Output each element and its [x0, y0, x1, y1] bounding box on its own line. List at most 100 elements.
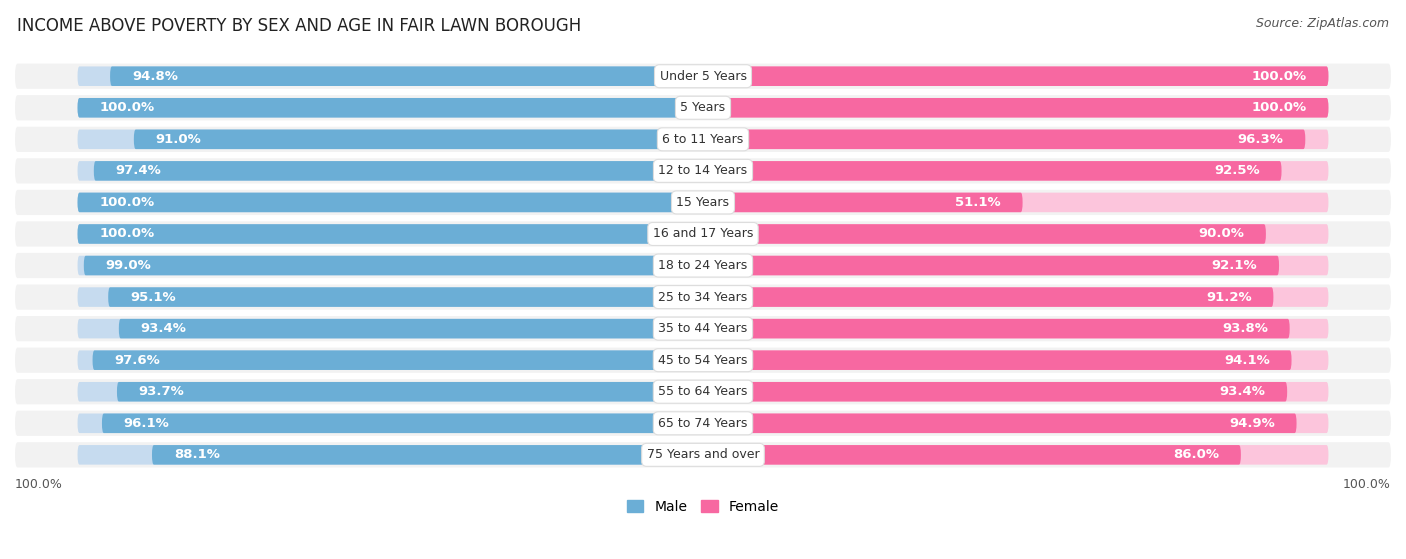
FancyBboxPatch shape — [77, 193, 703, 212]
Text: 100.0%: 100.0% — [15, 477, 63, 491]
Text: 100.0%: 100.0% — [1251, 70, 1306, 83]
FancyBboxPatch shape — [152, 445, 703, 465]
FancyBboxPatch shape — [15, 411, 1391, 436]
FancyBboxPatch shape — [15, 190, 1391, 215]
Text: 18 to 24 Years: 18 to 24 Years — [658, 259, 748, 272]
FancyBboxPatch shape — [703, 382, 1329, 401]
FancyBboxPatch shape — [15, 127, 1391, 152]
Legend: Male, Female: Male, Female — [620, 493, 786, 521]
Text: 100.0%: 100.0% — [1251, 101, 1306, 114]
Text: 96.3%: 96.3% — [1237, 133, 1284, 146]
FancyBboxPatch shape — [15, 221, 1391, 247]
FancyBboxPatch shape — [120, 319, 703, 338]
FancyBboxPatch shape — [77, 414, 703, 433]
FancyBboxPatch shape — [134, 130, 703, 149]
FancyBboxPatch shape — [703, 98, 1329, 117]
FancyBboxPatch shape — [15, 379, 1391, 404]
FancyBboxPatch shape — [15, 95, 1391, 120]
FancyBboxPatch shape — [15, 285, 1391, 310]
Text: 75 Years and over: 75 Years and over — [647, 448, 759, 461]
Text: 96.1%: 96.1% — [124, 417, 170, 430]
FancyBboxPatch shape — [703, 445, 1241, 465]
FancyBboxPatch shape — [703, 98, 1329, 117]
FancyBboxPatch shape — [703, 414, 1296, 433]
FancyBboxPatch shape — [77, 256, 703, 276]
FancyBboxPatch shape — [77, 98, 703, 117]
FancyBboxPatch shape — [77, 130, 703, 149]
Text: 16 and 17 Years: 16 and 17 Years — [652, 228, 754, 240]
Text: 100.0%: 100.0% — [100, 196, 155, 209]
Text: 92.5%: 92.5% — [1213, 164, 1260, 177]
FancyBboxPatch shape — [77, 224, 703, 244]
Text: 93.8%: 93.8% — [1222, 322, 1268, 335]
FancyBboxPatch shape — [703, 130, 1329, 149]
Text: 99.0%: 99.0% — [105, 259, 152, 272]
Text: 88.1%: 88.1% — [174, 448, 219, 461]
FancyBboxPatch shape — [703, 193, 1329, 212]
Text: 100.0%: 100.0% — [100, 228, 155, 240]
FancyBboxPatch shape — [84, 256, 703, 276]
Text: 45 to 54 Years: 45 to 54 Years — [658, 354, 748, 367]
Text: 35 to 44 Years: 35 to 44 Years — [658, 322, 748, 335]
FancyBboxPatch shape — [703, 287, 1274, 307]
FancyBboxPatch shape — [117, 382, 703, 401]
FancyBboxPatch shape — [703, 256, 1329, 276]
Text: 93.7%: 93.7% — [139, 385, 184, 398]
FancyBboxPatch shape — [77, 287, 703, 307]
Text: 5 Years: 5 Years — [681, 101, 725, 114]
FancyBboxPatch shape — [15, 64, 1391, 89]
FancyBboxPatch shape — [77, 224, 703, 244]
FancyBboxPatch shape — [77, 161, 703, 181]
Text: 90.0%: 90.0% — [1198, 228, 1244, 240]
FancyBboxPatch shape — [703, 350, 1329, 370]
FancyBboxPatch shape — [110, 67, 703, 86]
FancyBboxPatch shape — [703, 319, 1329, 338]
Text: 65 to 74 Years: 65 to 74 Years — [658, 417, 748, 430]
FancyBboxPatch shape — [93, 350, 703, 370]
FancyBboxPatch shape — [77, 382, 703, 401]
FancyBboxPatch shape — [77, 98, 703, 117]
FancyBboxPatch shape — [15, 348, 1391, 373]
Text: 94.8%: 94.8% — [132, 70, 177, 83]
FancyBboxPatch shape — [77, 67, 703, 86]
Text: 91.2%: 91.2% — [1206, 291, 1251, 304]
FancyBboxPatch shape — [703, 67, 1329, 86]
Text: 12 to 14 Years: 12 to 14 Years — [658, 164, 748, 177]
Text: 97.4%: 97.4% — [115, 164, 162, 177]
FancyBboxPatch shape — [108, 287, 703, 307]
Text: 95.1%: 95.1% — [131, 291, 176, 304]
Text: 25 to 34 Years: 25 to 34 Years — [658, 291, 748, 304]
FancyBboxPatch shape — [703, 350, 1292, 370]
Text: 94.1%: 94.1% — [1223, 354, 1270, 367]
Text: 97.6%: 97.6% — [114, 354, 160, 367]
Text: 100.0%: 100.0% — [1343, 477, 1391, 491]
FancyBboxPatch shape — [77, 193, 703, 212]
FancyBboxPatch shape — [703, 224, 1329, 244]
FancyBboxPatch shape — [703, 287, 1329, 307]
FancyBboxPatch shape — [703, 161, 1281, 181]
FancyBboxPatch shape — [703, 382, 1286, 401]
Text: 92.1%: 92.1% — [1212, 259, 1257, 272]
Text: 91.0%: 91.0% — [156, 133, 201, 146]
FancyBboxPatch shape — [77, 445, 703, 465]
Text: 94.9%: 94.9% — [1229, 417, 1275, 430]
FancyBboxPatch shape — [15, 158, 1391, 183]
FancyBboxPatch shape — [77, 350, 703, 370]
Text: 55 to 64 Years: 55 to 64 Years — [658, 385, 748, 398]
Text: Source: ZipAtlas.com: Source: ZipAtlas.com — [1256, 17, 1389, 30]
FancyBboxPatch shape — [703, 193, 1022, 212]
FancyBboxPatch shape — [703, 161, 1329, 181]
Text: 93.4%: 93.4% — [141, 322, 187, 335]
Text: 6 to 11 Years: 6 to 11 Years — [662, 133, 744, 146]
FancyBboxPatch shape — [703, 445, 1329, 465]
FancyBboxPatch shape — [703, 256, 1279, 276]
FancyBboxPatch shape — [703, 414, 1329, 433]
FancyBboxPatch shape — [703, 130, 1305, 149]
FancyBboxPatch shape — [15, 316, 1391, 341]
FancyBboxPatch shape — [15, 253, 1391, 278]
FancyBboxPatch shape — [703, 224, 1265, 244]
FancyBboxPatch shape — [94, 161, 703, 181]
FancyBboxPatch shape — [15, 442, 1391, 467]
Text: 15 Years: 15 Years — [676, 196, 730, 209]
FancyBboxPatch shape — [77, 319, 703, 338]
